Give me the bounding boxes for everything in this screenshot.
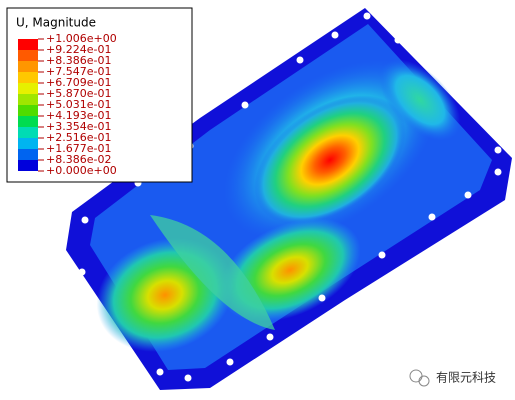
- legend-swatch: [18, 39, 38, 50]
- legend-label: +7.547e-01: [46, 65, 111, 78]
- legend-swatch: [18, 83, 38, 94]
- legend-swatch: [18, 61, 38, 72]
- legend-label: +1.677e-01: [46, 142, 111, 155]
- legend-items: +1.006e+00+9.224e-01+8.386e-01+7.547e-01…: [18, 32, 117, 177]
- legend-swatch: [18, 138, 38, 149]
- legend-swatch: [18, 116, 38, 127]
- legend-swatch: [18, 105, 38, 116]
- legend-label: +5.870e-01: [46, 87, 111, 100]
- legend: U, Magnitude +1.006e+00+9.224e-01+8.386e…: [6, 7, 193, 183]
- legend-label: +1.006e+00: [46, 32, 117, 45]
- legend-label: +4.193e-01: [46, 109, 111, 122]
- hot-spot: [254, 95, 406, 225]
- legend-swatch: [18, 72, 38, 83]
- legend-label: +5.031e-01: [46, 98, 111, 111]
- watermark-icon: [418, 375, 430, 387]
- legend-label: +0.000e+00: [46, 164, 117, 177]
- legend-swatch: [18, 149, 38, 160]
- legend-swatch: [18, 94, 38, 105]
- watermark-text: 有限元科技: [436, 371, 496, 385]
- legend-label: +6.709e-01: [46, 76, 111, 89]
- plate: [66, 8, 512, 390]
- legend-swatch: [18, 160, 38, 171]
- legend-label: +3.354e-01: [46, 120, 111, 133]
- legend-label: +8.386e-02: [46, 153, 111, 166]
- watermark: 有限元科技: [409, 369, 496, 387]
- region: [379, 59, 461, 141]
- legend-title: U, Magnitude: [16, 16, 96, 30]
- legend-label: +8.386e-01: [46, 54, 111, 67]
- flap: [150, 215, 275, 330]
- legend-swatch: [18, 50, 38, 61]
- watermark-icon: [409, 369, 423, 383]
- legend-swatch: [18, 127, 38, 138]
- legend-label: +9.224e-01: [46, 43, 111, 56]
- legend-label: +2.516e-01: [46, 131, 111, 144]
